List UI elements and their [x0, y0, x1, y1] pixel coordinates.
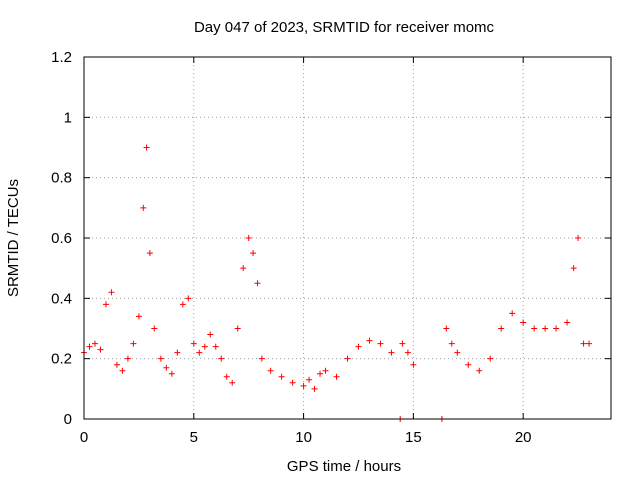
- data-point: [448, 340, 455, 347]
- data-point: [575, 235, 582, 241]
- data-point: [531, 325, 538, 332]
- x-tick-label: 10: [295, 429, 312, 446]
- data-point: [207, 331, 214, 338]
- data-point: [306, 376, 313, 383]
- data-point: [119, 367, 126, 374]
- data-point: [185, 295, 192, 302]
- data-point: [580, 340, 587, 347]
- data-point: [168, 370, 175, 377]
- data-point: [108, 289, 115, 296]
- data-point: [377, 340, 384, 347]
- data-point: [355, 343, 362, 350]
- axis-ticks: 0 5 10 15 20 0 0.2 0.4 0.6 0.8 1 1.2: [51, 49, 611, 446]
- data-point: [151, 325, 158, 332]
- data-point: [250, 250, 257, 257]
- data-point: [344, 355, 351, 362]
- data-point: [240, 265, 247, 272]
- data-point: [278, 373, 285, 380]
- data-point: [404, 349, 411, 356]
- data-point: [570, 265, 577, 272]
- data-point: [454, 349, 461, 356]
- data-point: [102, 301, 109, 308]
- y-tick-label: 0: [64, 411, 72, 428]
- data-point: [586, 340, 593, 347]
- y-tick-label: 1: [64, 109, 72, 126]
- y-tick-label: 1.2: [51, 49, 72, 66]
- x-axis-label: GPS time / hours: [287, 458, 401, 475]
- data-point: [229, 379, 236, 386]
- data-point: [146, 250, 153, 257]
- data-point: [509, 310, 516, 317]
- data-point: [553, 325, 560, 332]
- y-tick-label: 0.6: [51, 230, 72, 247]
- data-point: [245, 235, 252, 241]
- data-point: [443, 325, 450, 332]
- data-point: [388, 349, 395, 356]
- grid-lines: [84, 57, 611, 419]
- x-tick-label: 5: [190, 429, 198, 446]
- data-point: [86, 343, 93, 350]
- data-point: [317, 370, 324, 377]
- data-point: [174, 349, 181, 356]
- data-point: [498, 325, 505, 332]
- data-point: [542, 325, 549, 332]
- data-point: [124, 355, 131, 362]
- data-point: [234, 325, 241, 332]
- plot-frame: [83, 56, 612, 420]
- x-tick-label: 20: [515, 429, 532, 446]
- data-point: [163, 364, 170, 371]
- y-axis-label: SRMTID / TECUs: [5, 179, 22, 297]
- data-point: [113, 361, 120, 368]
- data-point: [223, 373, 230, 380]
- data-point: [267, 367, 274, 374]
- data-point: [487, 355, 494, 362]
- data-point: [196, 349, 203, 356]
- data-point: [130, 340, 137, 347]
- data-point: [97, 346, 104, 353]
- data-point: [564, 319, 571, 326]
- data-point: [190, 340, 197, 347]
- data-point: [333, 373, 340, 380]
- data-point: [201, 343, 208, 350]
- data-point: [143, 144, 150, 151]
- data-point: [140, 204, 147, 211]
- data-point: [218, 355, 225, 362]
- data-point: [476, 367, 483, 374]
- data-point: [258, 355, 265, 362]
- y-tick-label: 0.4: [51, 290, 72, 307]
- data-points: [81, 144, 593, 422]
- data-point: [157, 355, 164, 362]
- data-point: [135, 313, 142, 320]
- y-tick-label: 0.8: [51, 170, 72, 187]
- data-point: [520, 319, 527, 326]
- data-point: [212, 343, 219, 350]
- chart-title: Day 047 of 2023, SRMTID for receiver mom…: [194, 19, 495, 36]
- data-point: [300, 382, 307, 389]
- data-point: [254, 280, 261, 287]
- data-point: [465, 361, 472, 368]
- data-point: [399, 340, 406, 347]
- data-point: [410, 361, 417, 368]
- data-point: [366, 337, 373, 344]
- x-tick-label: 15: [405, 429, 422, 446]
- data-point: [322, 367, 329, 374]
- data-point: [311, 385, 318, 392]
- data-point: [289, 379, 296, 386]
- x-tick-label: 0: [80, 429, 88, 446]
- data-point: [179, 301, 186, 308]
- y-tick-label: 0.2: [51, 351, 72, 368]
- data-point: [91, 340, 98, 347]
